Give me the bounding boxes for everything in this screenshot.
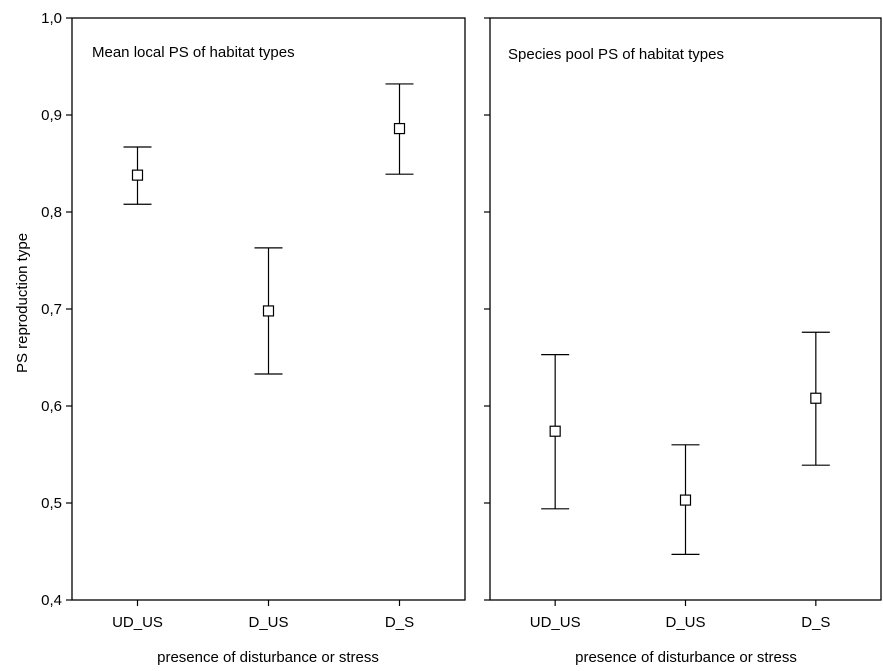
error-bars-right bbox=[541, 331, 830, 556]
panel-title-right: Species pool PS of habitat types bbox=[508, 46, 724, 63]
error-bar bbox=[123, 146, 152, 205]
x-tick-label: D_US bbox=[665, 614, 705, 631]
y-tick-label: 1,0 bbox=[41, 10, 62, 27]
y-axis-title: PS reproduction type bbox=[14, 233, 31, 373]
panel-title-left: Mean local PS of habitat types bbox=[92, 44, 295, 61]
x-tick-label: UD_US bbox=[112, 614, 163, 631]
panel-right: Species pool PS of habitat types UD_US D_… bbox=[484, 17, 882, 666]
y-ticks-left: 0,4 0,5 0,6 0,7 0,8 0,9 1,0 bbox=[41, 10, 72, 609]
mean-marker bbox=[393, 122, 406, 135]
mean-marker bbox=[810, 392, 822, 404]
error-bar bbox=[801, 331, 830, 466]
x-axis-title-left: presence of disturbance or stress bbox=[157, 649, 379, 666]
y-tick-label: 0,7 bbox=[41, 301, 62, 318]
panel-left: Mean local PS of habitat types 0,4 0,5 0,6… bbox=[41, 10, 466, 666]
y-tick-label: 0,4 bbox=[41, 592, 62, 609]
x-axis-title-right: presence of disturbance or stress bbox=[575, 649, 797, 666]
y-tick-label: 0,5 bbox=[41, 495, 62, 512]
y-tick-label: 0,8 bbox=[41, 204, 62, 221]
x-ticks-right: UD_US D_US D_S bbox=[530, 600, 830, 631]
x-tick-label: D_US bbox=[248, 614, 288, 631]
error-bars-left bbox=[123, 83, 414, 375]
error-bar bbox=[541, 353, 570, 510]
y-tick-label: 0,6 bbox=[41, 398, 62, 415]
error-bar bbox=[385, 83, 414, 175]
mean-marker bbox=[131, 169, 144, 181]
x-ticks-left: UD_US D_US D_S bbox=[112, 600, 414, 631]
mean-marker bbox=[679, 494, 692, 506]
y-tick-label: 0,9 bbox=[41, 107, 62, 124]
x-tick-label: D_S bbox=[385, 614, 414, 631]
mean-marker bbox=[549, 425, 561, 437]
error-bar bbox=[671, 444, 700, 556]
x-tick-label: UD_US bbox=[530, 614, 581, 631]
error-bar bbox=[254, 247, 283, 375]
x-tick-label: D_S bbox=[801, 614, 830, 631]
y-ticks-right bbox=[484, 17, 490, 601]
mean-marker bbox=[262, 305, 275, 317]
